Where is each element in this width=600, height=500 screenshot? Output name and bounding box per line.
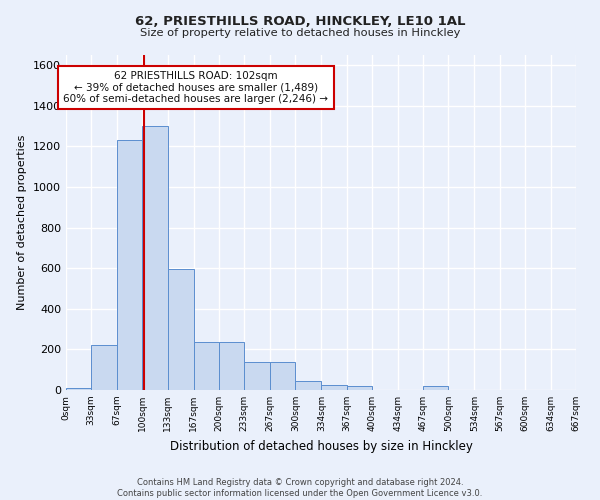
Text: 62 PRIESTHILLS ROAD: 102sqm
← 39% of detached houses are smaller (1,489)
60% of : 62 PRIESTHILLS ROAD: 102sqm ← 39% of det… [64,71,328,104]
Bar [194,342,219,390]
Text: Contains HM Land Registry data © Crown copyright and database right 2024.
Contai: Contains HM Land Registry data © Crown c… [118,478,482,498]
Bar [91,346,117,390]
Bar [423,386,448,390]
Bar [117,140,142,390]
Bar [322,385,347,390]
Y-axis label: Number of detached properties: Number of detached properties [17,135,28,310]
Text: 62, PRIESTHILLS ROAD, HINCKLEY, LE10 1AL: 62, PRIESTHILLS ROAD, HINCKLEY, LE10 1AL [135,15,465,28]
Bar [270,362,295,390]
Bar [142,126,167,390]
Bar [244,362,270,390]
X-axis label: Distribution of detached houses by size in Hinckley: Distribution of detached houses by size … [170,440,472,452]
Text: Size of property relative to detached houses in Hinckley: Size of property relative to detached ho… [140,28,460,38]
Bar [219,342,244,390]
Bar [295,381,322,390]
Bar [347,386,372,390]
Bar [66,388,91,390]
Bar [167,269,194,390]
